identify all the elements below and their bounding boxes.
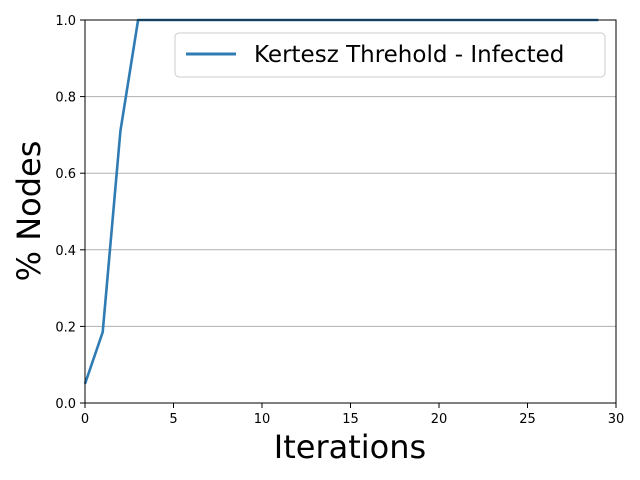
x-tick-label: 30: [608, 412, 625, 427]
legend-frame: [174, 32, 606, 78]
y-axis: 0.0 0.2 0.4 0.6 0.8 1.0: [55, 14, 85, 412]
x-tick-label: 15: [342, 412, 359, 427]
y-tick-label: 0.0: [55, 397, 76, 412]
y-tick-label: 0.8: [55, 91, 76, 106]
x-tick-label: 10: [254, 412, 271, 427]
y-tick-label: 0.4: [55, 244, 76, 259]
x-tick-label: 20: [431, 412, 448, 427]
x-axis-label: Iterations: [274, 428, 426, 466]
y-tick-label: 1.0: [55, 14, 76, 29]
legend-label: Kertesz Threhold - Infected: [254, 42, 564, 68]
x-tick-label: 0: [81, 412, 89, 427]
legend: Kertesz Threhold - Infected: [174, 32, 606, 78]
y-tick-label: 0.2: [55, 320, 76, 335]
y-axis-label: % Nodes: [10, 141, 48, 282]
x-axis: 0 5 10 15 20 25 30: [81, 403, 624, 427]
x-tick-label: 5: [169, 412, 177, 427]
x-tick-label: 25: [519, 412, 536, 427]
y-tick-label: 0.6: [55, 167, 76, 182]
